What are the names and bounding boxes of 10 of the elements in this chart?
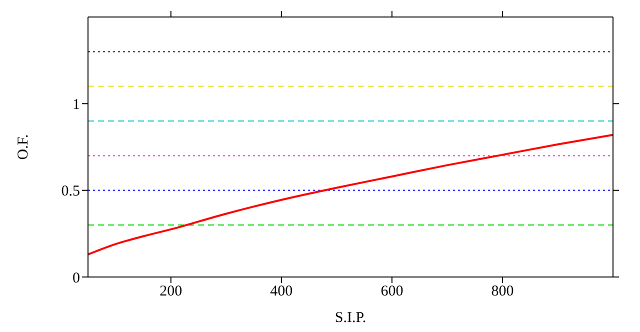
x-axis-title: S.I.P. xyxy=(334,310,366,326)
y-tick-label: 0 xyxy=(72,270,80,286)
x-tick-label: 800 xyxy=(491,284,514,300)
y-tick-label: 1 xyxy=(72,96,80,113)
y-axis-title: O.F. xyxy=(15,134,32,160)
x-tick-label: 400 xyxy=(270,284,293,300)
x-tick-label: 200 xyxy=(160,284,182,300)
y-tick-label: 0.5 xyxy=(61,184,80,200)
line-series xyxy=(88,134,613,256)
x-tick-label: 600 xyxy=(380,284,404,300)
